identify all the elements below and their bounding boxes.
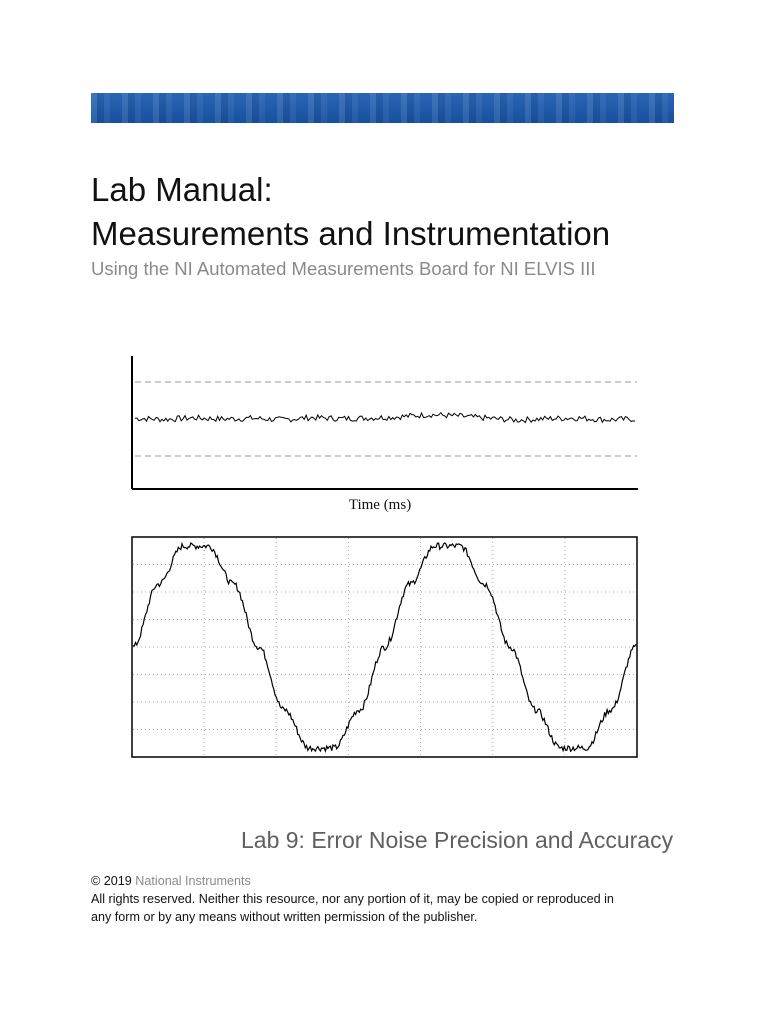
subtitle: Using the NI Automated Measurements Boar… [91, 258, 596, 279]
copyright-footer: © 2019 National Instruments All rights r… [91, 872, 614, 926]
header-banner [91, 93, 674, 123]
page-title: Lab Manual: Measurements and Instrumenta… [91, 168, 610, 256]
noise-chart: Time (ms) [131, 356, 638, 513]
title-line-1: Lab Manual: [91, 171, 273, 208]
rights-line-1: All rights reserved. Neither this resour… [91, 892, 614, 906]
x-axis-label: Time (ms) [349, 497, 411, 513]
title-line-2: Measurements and Instrumentation [91, 215, 611, 252]
copyright-year: © 2019 [91, 874, 132, 888]
copyright-line: © 2019 National Instruments [91, 872, 614, 890]
plot-frame [131, 536, 638, 758]
publisher-name: National Instruments [135, 874, 251, 888]
grid [133, 538, 636, 756]
sine-chart [131, 536, 638, 758]
noise-series-line [134, 411, 636, 424]
sine-series-line [132, 541, 637, 754]
lab-title: Lab 9: Error Noise Precision and Accurac… [241, 827, 674, 853]
rights-line-2: any form or by any means without written… [91, 910, 478, 924]
